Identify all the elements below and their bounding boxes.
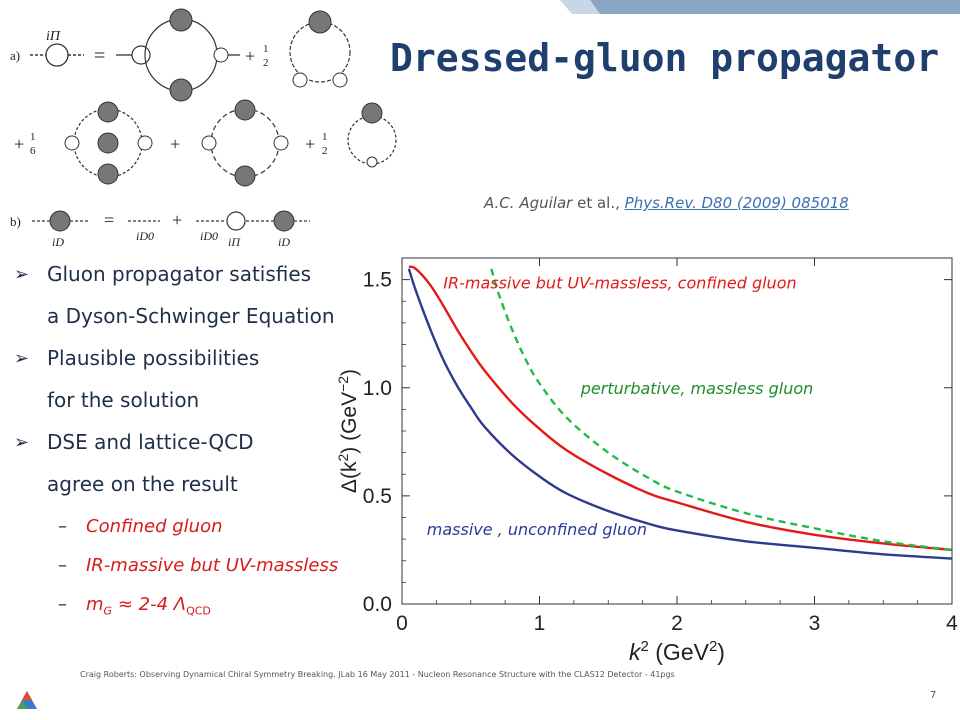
sub-bullet-confined: – Confined gluon bbox=[58, 516, 223, 537]
svg-text:=: = bbox=[104, 210, 114, 230]
slide-title: Dressed-gluon propagator bbox=[390, 36, 940, 80]
y-tick-label: 1.0 bbox=[363, 377, 392, 400]
series-label-ir-massive: IR-massive but UV-massless, confined glu… bbox=[443, 273, 796, 292]
dressed-blob bbox=[273, 210, 295, 232]
footer-text: Craig Roberts: Observing Dynamical Chira… bbox=[80, 670, 675, 679]
svg-text:2: 2 bbox=[263, 57, 269, 69]
dressed-blob bbox=[234, 99, 256, 121]
svg-text:+: + bbox=[170, 134, 180, 154]
citation: A.C. Aguilar et al., Phys.Rev. D80 (2009… bbox=[484, 194, 849, 212]
page-number: 7 bbox=[930, 690, 937, 701]
svg-text:iΠ: iΠ bbox=[228, 235, 241, 249]
y-tick-label: 1.5 bbox=[363, 269, 392, 292]
svg-text:1: 1 bbox=[322, 131, 328, 143]
dressed-blob bbox=[169, 78, 193, 102]
sub-bullet-ir-massive: – IR-massive but UV-massless bbox=[58, 555, 339, 576]
lab-logo-icon bbox=[17, 691, 37, 709]
gluon-propagator-chart: 0 1 2 3 4 0.0 0.5 1.0 1.5 IR-massive but UV-mass… bbox=[335, 257, 958, 665]
dressed-blob bbox=[49, 210, 71, 232]
bullet-item: ➢ Plausible possibilities for the soluti… bbox=[14, 346, 260, 412]
svg-text:iD0: iD0 bbox=[136, 229, 154, 243]
series-line-ir-massive bbox=[408, 265, 953, 552]
citation-etal: et al., bbox=[577, 194, 620, 212]
bullet-arrow-icon: ➢ bbox=[14, 264, 30, 285]
x-tick-label: 3 bbox=[809, 612, 821, 635]
svg-text:iD: iD bbox=[52, 235, 64, 249]
citation-link[interactable]: Phys.Rev. D80 (2009) 085018 bbox=[624, 194, 849, 212]
bullet-item: ➢ Gluon propagator satisfies a Dyson-Sch… bbox=[14, 262, 335, 328]
dressed-blob bbox=[361, 102, 383, 124]
bullet-arrow-icon: ➢ bbox=[14, 432, 30, 453]
diagram-label-b: b) bbox=[10, 214, 21, 229]
x-tick-label: 4 bbox=[946, 612, 958, 635]
sub-bullet-mass: – mG ≈ 2-4 ΛQCD bbox=[58, 594, 211, 618]
svg-text:1: 1 bbox=[263, 43, 269, 55]
x-tick-label: 2 bbox=[671, 612, 683, 635]
dressed-blob bbox=[97, 132, 119, 154]
series-label-perturbative: perturbative, massless gluon bbox=[580, 379, 814, 398]
diagram-equals-a: = bbox=[94, 45, 105, 67]
bullet-list: ➢ Gluon propagator satisfies a Dyson-Sch… bbox=[14, 262, 394, 514]
x-tick-label: 0 bbox=[396, 612, 408, 635]
svg-text:iD: iD bbox=[278, 235, 290, 249]
svg-text:+: + bbox=[14, 134, 24, 154]
y-tick-label: 0.0 bbox=[363, 593, 392, 616]
diagram-label-a: a) bbox=[10, 48, 20, 63]
dressed-blob bbox=[97, 101, 119, 123]
svg-text:2: 2 bbox=[322, 145, 328, 157]
feynman-diagram: a) iΠ = + 1 2 + 1 6 + + 1 2 b) iD = iD0 … bbox=[10, 8, 397, 249]
svg-text:+: + bbox=[305, 134, 315, 154]
bullet-item: ➢ DSE and lattice-QCD agree on the resul… bbox=[14, 430, 254, 496]
svg-text:6: 6 bbox=[30, 145, 36, 157]
x-tick-label: 1 bbox=[534, 612, 546, 635]
svg-text:iD0: iD0 bbox=[200, 229, 218, 243]
dressed-blob bbox=[308, 10, 332, 34]
self-energy-blob bbox=[45, 43, 69, 67]
y-tick-label: 0.5 bbox=[363, 485, 392, 508]
x-axis-label: k2 (GeV2) bbox=[629, 638, 725, 665]
svg-text:+: + bbox=[172, 210, 182, 230]
bullet-arrow-icon: ➢ bbox=[14, 348, 30, 369]
diagram-plus: + bbox=[245, 46, 255, 66]
top-decor-band bbox=[560, 0, 960, 14]
svg-text:1: 1 bbox=[30, 131, 36, 143]
dressed-blob bbox=[169, 8, 193, 32]
citation-author: A.C. Aguilar bbox=[484, 194, 573, 212]
series-label-massive: massive , unconfined gluon bbox=[427, 520, 647, 539]
y-axis-label: Δ(k2) (GeV−2) bbox=[335, 369, 361, 493]
series-line-massive bbox=[407, 268, 953, 560]
dressed-blob bbox=[97, 163, 119, 185]
diagram-ipi-label: iΠ bbox=[46, 29, 61, 44]
dressed-blob bbox=[234, 165, 256, 187]
series-line-perturbative bbox=[490, 268, 953, 552]
